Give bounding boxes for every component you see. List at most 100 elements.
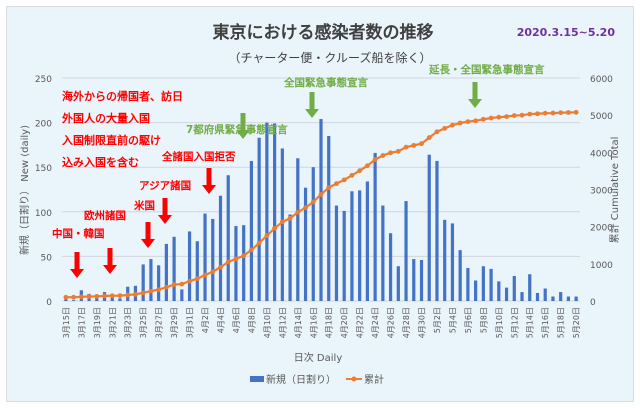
y-left-tick-label: 250: [35, 75, 52, 85]
bar: [350, 191, 354, 301]
x-tick-label: 4月10日: [263, 307, 272, 338]
bar: [443, 219, 447, 301]
bar: [566, 296, 571, 301]
x-tick-label: 3月31日: [186, 307, 195, 338]
bar: [358, 190, 362, 301]
y-axis-left-label: 新規（日割り） New (daily): [18, 125, 31, 255]
x-tick-label: 4月6日: [232, 307, 241, 333]
cumulative-point: [287, 215, 293, 221]
annotation-label: アジア諸国: [139, 179, 191, 192]
cumulative-point: [78, 294, 84, 300]
cumulative-point: [71, 294, 76, 300]
bar: [95, 297, 99, 301]
x-axis-label: 日次 Daily: [294, 351, 343, 364]
x-tick-label: 4月24日: [371, 307, 380, 338]
x-tick-label: 5月10日: [495, 307, 504, 338]
cumulative-point: [519, 112, 525, 118]
arrow-down-icon: [141, 222, 155, 248]
bar: [342, 210, 346, 301]
cumulative-point: [295, 209, 301, 215]
bar: [180, 289, 184, 301]
x-tick-label: 4月8日: [247, 307, 256, 333]
cumulative-point: [334, 181, 339, 187]
bar: [419, 259, 424, 301]
y-right-tick-label: 2000: [590, 224, 613, 234]
bar: [296, 158, 300, 301]
x-tick-label: 5月18日: [557, 307, 566, 338]
cumulative-point: [434, 129, 440, 135]
y-axis-right-label: 累計 Cumulative Total: [608, 137, 621, 244]
cumulative-point: [542, 110, 548, 116]
bar: [450, 223, 455, 301]
cumulative-point: [527, 111, 533, 117]
annotation-label: 全国緊急事態宣言: [283, 76, 368, 89]
bar: [319, 119, 323, 301]
bar: [288, 214, 292, 301]
cumulative-point: [326, 185, 332, 191]
arrow-down-icon: [202, 168, 216, 194]
arrow-down-icon: [236, 113, 250, 139]
cumulative-point: [411, 142, 417, 148]
x-tick-label: 5月4日: [448, 307, 457, 333]
cumulative-point: [272, 225, 278, 231]
arrow-down-icon: [158, 198, 172, 224]
x-tick-label: 5月6日: [464, 307, 473, 333]
annotation-label: 7都府県緊急事態宣言: [186, 123, 288, 136]
cumulative-point: [86, 294, 92, 299]
bar: [311, 167, 315, 301]
bar: [141, 264, 145, 301]
legend-cumulative: 累計: [364, 373, 384, 386]
cumulative-point: [457, 120, 463, 126]
bar: [481, 266, 485, 301]
arrow-down-icon: [305, 92, 319, 118]
cumulative-point: [442, 125, 448, 131]
cumulative-point: [550, 110, 556, 116]
cumulative-point: [341, 177, 347, 183]
legend-bar-swatch: [250, 376, 264, 382]
bar: [365, 181, 369, 301]
bar: [412, 259, 416, 301]
bar: [187, 231, 192, 301]
bar: [257, 137, 261, 301]
cumulative-point: [225, 259, 231, 265]
bar: [520, 292, 524, 301]
cumulative-point: [256, 240, 262, 246]
legend-line-marker: [351, 376, 357, 382]
y-right-tick-label: 5000: [590, 112, 613, 122]
x-tick-label: 4月16日: [309, 307, 318, 338]
bar: [265, 122, 269, 301]
cumulative-point: [94, 293, 100, 299]
bar: [203, 213, 207, 301]
bar: [327, 135, 331, 301]
bar: [172, 236, 176, 301]
x-tick-label: 3月25日: [139, 307, 148, 338]
chart-title: 東京における感染者数の推移: [213, 22, 434, 43]
bar: [211, 218, 215, 301]
cumulative-point: [364, 163, 370, 169]
note-line: 込み入国を含む: [62, 155, 139, 169]
cumulative-point: [179, 281, 185, 287]
bar: [164, 243, 168, 301]
cumulative-point: [566, 110, 571, 115]
cumulative-point: [511, 113, 517, 118]
cumulative-point: [473, 118, 479, 124]
cumulative-point: [202, 272, 208, 278]
bar: [474, 280, 478, 301]
x-tick-label: 5月16日: [541, 307, 550, 338]
x-tick-label: 4月26日: [387, 307, 396, 338]
x-tick-label: 4月14日: [294, 307, 303, 338]
chart-subtitle: （チャーター便・クルーズ船を除く）: [229, 50, 432, 65]
bar: [466, 267, 470, 301]
cumulative-point: [318, 192, 324, 197]
bar: [157, 265, 161, 301]
annotation-label: 米国: [133, 199, 155, 212]
bar: [497, 281, 501, 301]
bar: [280, 148, 284, 301]
cumulative-point: [163, 284, 169, 290]
cumulative-point: [403, 144, 409, 150]
cumulative-point: [450, 122, 455, 128]
y-right-tick-label: 4000: [590, 149, 613, 159]
cumulative-point: [125, 292, 131, 298]
cumulative-point: [573, 109, 579, 115]
cumulative-point: [488, 115, 494, 121]
